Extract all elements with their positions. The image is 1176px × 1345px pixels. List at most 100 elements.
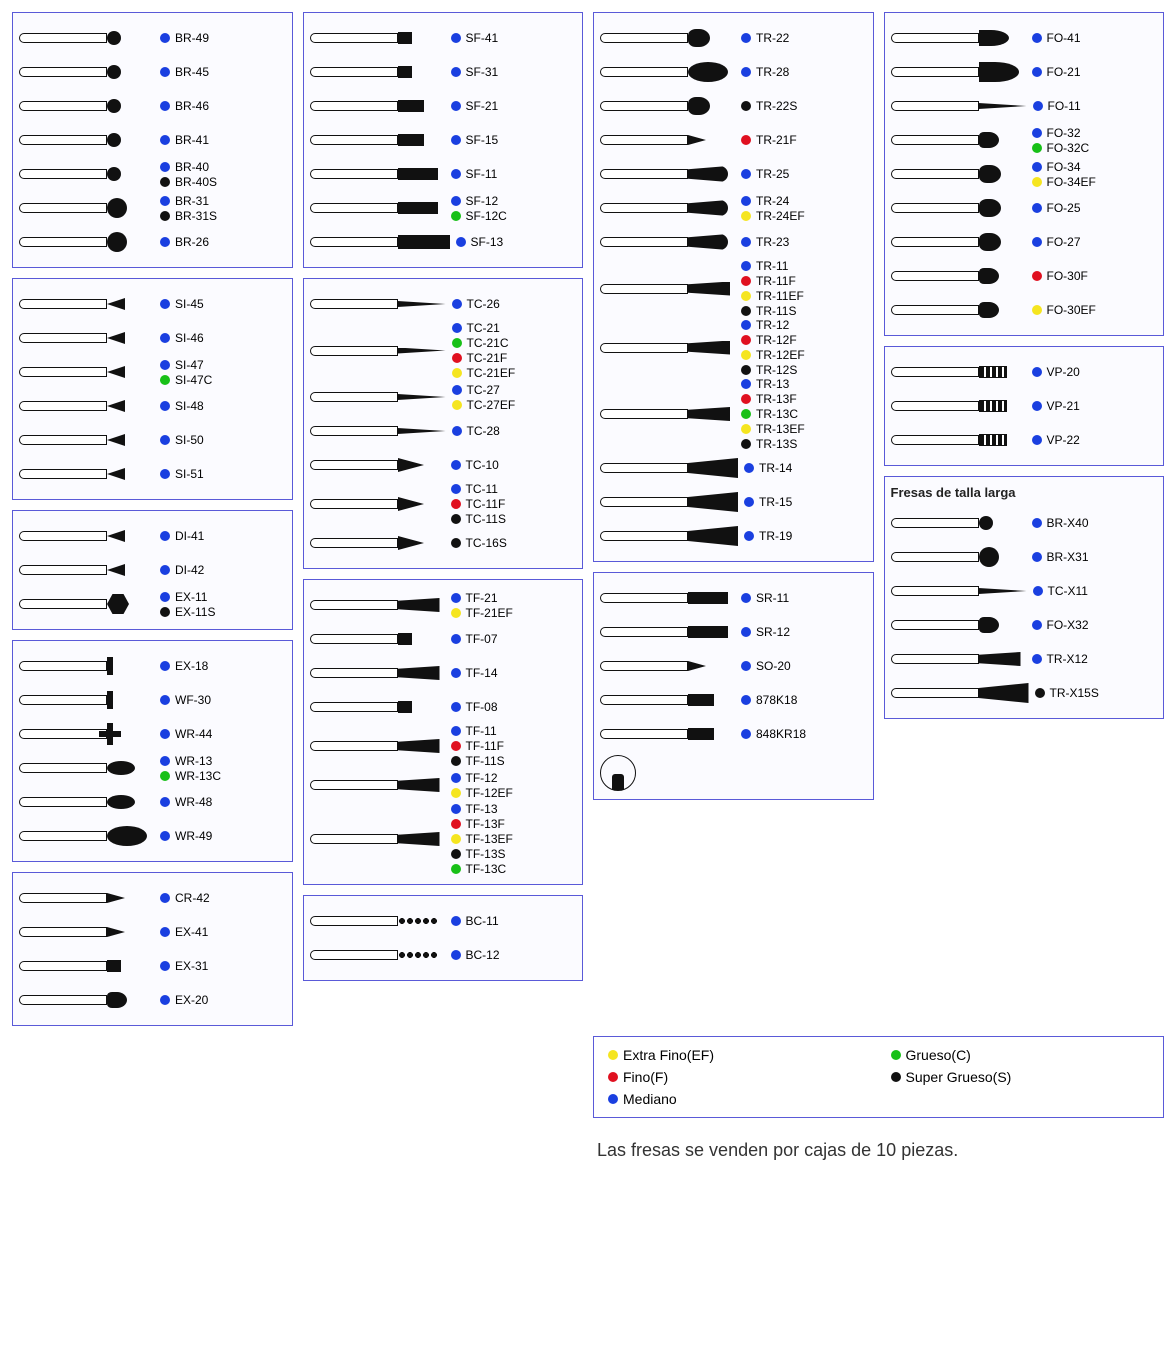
bur-head xyxy=(107,723,113,745)
bur-icon xyxy=(19,63,154,81)
bur-shank xyxy=(891,237,979,247)
grit-dot xyxy=(741,729,751,739)
bur-labels: TR-22S xyxy=(741,99,797,113)
bur-code: SO-20 xyxy=(756,659,791,673)
bur-code: TR-28 xyxy=(756,65,789,79)
bur-labels: BR-40BR-40S xyxy=(160,160,217,189)
bur-row: WR-44 xyxy=(19,717,286,751)
bur-row: TC-16S xyxy=(310,526,577,560)
bur-head xyxy=(398,66,412,78)
bur-label-line: BR-45 xyxy=(160,65,209,79)
panel-di-ex: DI-41DI-42EX-11EX-11S xyxy=(12,510,293,630)
bur-label-line: FO-34EF xyxy=(1032,175,1096,189)
bur-label-line: TC-21F xyxy=(452,351,516,365)
bur-head xyxy=(107,298,125,310)
bur-code: TF-13 xyxy=(466,802,498,816)
bur-row: WR-49 xyxy=(19,819,286,853)
bur-head xyxy=(107,826,147,846)
bur-label-line: TF-13EF xyxy=(451,832,513,846)
grit-dot xyxy=(1032,177,1042,187)
grit-dot xyxy=(160,360,170,370)
grit-dot xyxy=(160,299,170,309)
bur-labels: BC-11 xyxy=(451,914,499,928)
bur-row: WR-13WR-13C xyxy=(19,751,286,785)
bur-head xyxy=(107,960,121,972)
grit-dot xyxy=(451,135,461,145)
bur-head xyxy=(398,666,440,680)
bur-row: EX-31 xyxy=(19,949,286,983)
grit-dot xyxy=(160,375,170,385)
grit-dot xyxy=(741,394,751,404)
bur-icon xyxy=(310,776,445,794)
bur-icon xyxy=(310,737,445,755)
bur-labels: TR-22 xyxy=(741,31,789,45)
legend-footer-block: Extra Fino(EF)Grueso(C)Fino(F)Super Grue… xyxy=(593,1036,1164,1173)
grit-dot xyxy=(741,276,751,286)
bur-row: SR-11 xyxy=(600,581,867,615)
bur-row: SF-12SF-12C xyxy=(310,191,577,225)
bur-icon xyxy=(600,165,735,183)
bur-shank xyxy=(19,961,107,971)
bur-icon xyxy=(19,431,154,449)
bur-code: TR-X15S xyxy=(1050,686,1099,700)
grit-dot xyxy=(741,335,751,345)
bur-icon xyxy=(891,616,1026,634)
grit-dot xyxy=(741,695,751,705)
bur-head xyxy=(979,652,1021,666)
bur-head xyxy=(688,626,728,638)
bur-code: TR-X12 xyxy=(1047,652,1088,666)
bur-head xyxy=(398,134,424,146)
bur-label-line: TF-13 xyxy=(451,802,513,816)
bur-code: WR-48 xyxy=(175,795,212,809)
bur-label-line: BC-11 xyxy=(451,914,499,928)
bur-row: TF-12TF-12EF xyxy=(310,768,577,802)
bur-label-line: VP-20 xyxy=(1032,365,1080,379)
bur-row: FO-34FO-34EF xyxy=(891,157,1158,191)
bur-head xyxy=(398,950,438,960)
bur-head xyxy=(979,165,1001,183)
bur-row: SO-20 xyxy=(600,649,867,683)
bur-shank xyxy=(891,305,979,315)
bur-shank xyxy=(600,101,688,111)
legend-label: Super Grueso(S) xyxy=(906,1069,1012,1085)
bur-row: TF-14 xyxy=(310,656,577,690)
legend-dot xyxy=(891,1050,901,1060)
bur-row: TC-28 xyxy=(310,414,577,448)
bur-shank xyxy=(310,950,398,960)
bur-label-line: SI-47 xyxy=(160,358,212,372)
bur-head xyxy=(398,832,440,846)
bur-head xyxy=(398,633,412,645)
bur-head xyxy=(398,497,424,511)
bur-code: SF-11 xyxy=(466,167,498,181)
bur-labels: VP-20 xyxy=(1032,365,1080,379)
bur-shank xyxy=(310,600,398,610)
grit-dot xyxy=(1033,586,1043,596)
bur-label-line: BR-26 xyxy=(160,235,209,249)
bur-head xyxy=(398,598,440,612)
bur-head xyxy=(398,202,438,214)
bur-head xyxy=(398,168,438,180)
bur-code: WR-13C xyxy=(175,769,221,783)
bur-shank xyxy=(891,367,979,377)
grit-dot xyxy=(160,927,170,937)
grit-dot xyxy=(741,593,751,603)
bur-row: BR-31BR-31S xyxy=(19,191,286,225)
bur-label-line: TR-22 xyxy=(741,31,789,45)
bur-shank xyxy=(310,135,398,145)
bur-row: EX-18 xyxy=(19,649,286,683)
bur-labels: FO-41 xyxy=(1032,31,1081,45)
bur-head xyxy=(979,30,1009,46)
bur-row: FO-30EF xyxy=(891,293,1158,327)
panel-br: BR-49BR-45BR-46BR-41BR-40BR-40SBR-31BR-3… xyxy=(12,12,293,268)
bur-label-line: TF-11F xyxy=(451,739,505,753)
bur-code: SI-47C xyxy=(175,373,212,387)
grit-dot xyxy=(741,365,751,375)
grit-dot xyxy=(741,424,751,434)
bur-labels: TF-12TF-12EF xyxy=(451,771,513,800)
bur-label-line: TC-X11 xyxy=(1033,584,1088,598)
bur-head xyxy=(688,166,728,182)
grit-dot xyxy=(451,726,461,736)
bur-label-line: SF-21 xyxy=(451,99,499,113)
bur-row: EX-41 xyxy=(19,915,286,949)
bur-icon xyxy=(310,698,445,716)
